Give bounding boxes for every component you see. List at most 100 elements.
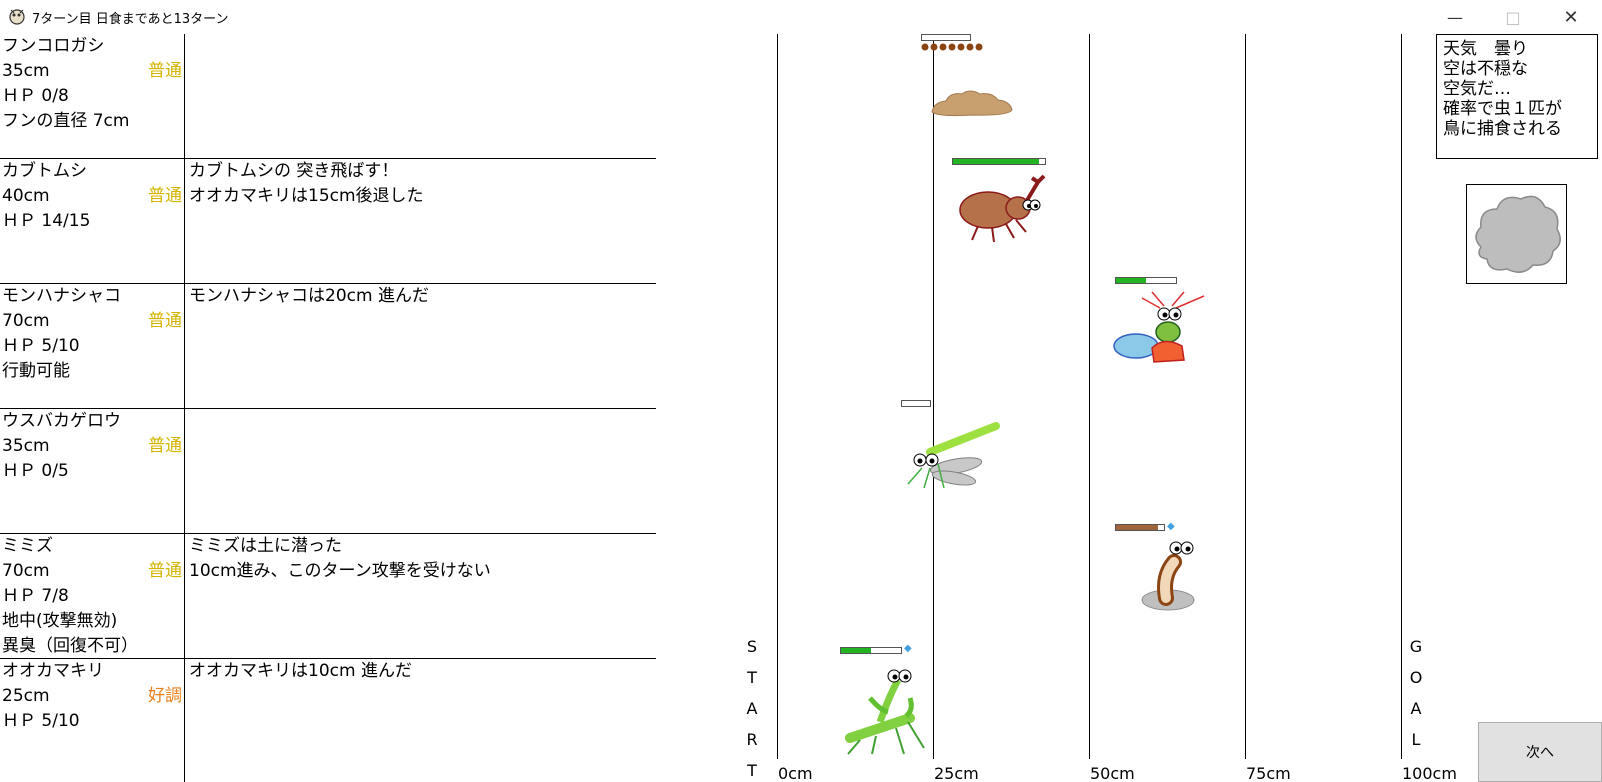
title-bar: 7ターン目 日食まであと13ターン — □ ✕ (0, 0, 1602, 34)
mantis-icon (845, 669, 925, 755)
insect-condition: 普通 (148, 311, 182, 331)
battle-log: ミミズは土に潜った 10cm進み、このターン攻撃を受けない (189, 534, 649, 584)
weather-desc: 空気だ… (1443, 79, 1511, 99)
insect-name: フンコロガシ (2, 36, 105, 56)
hp-fill (841, 648, 871, 653)
insect-condition: 普通 (148, 561, 182, 581)
insect-row-antlion: ウスバカゲロウ 35cm 普通 ＨＰ 0/5 (0, 409, 656, 534)
start-letter: R (746, 730, 758, 749)
weather-icon-box (1466, 184, 1567, 284)
tick-label: 100cm (1402, 764, 1457, 782)
weather-effect: 鳥に捕食される (1443, 119, 1562, 139)
dung-size-dots (921, 43, 983, 51)
insect-condition: 普通 (148, 61, 182, 81)
close-button[interactable]: ✕ (1563, 6, 1579, 28)
insect-condition: 普通 (148, 186, 182, 206)
track-line-75 (1245, 34, 1246, 759)
battle-log: オオカマキリは10cm 進んだ (189, 659, 649, 684)
tick-label: 50cm (1090, 764, 1135, 782)
insect-info: オオカマキリ 25cm 好調 ＨＰ 5/10 (0, 659, 185, 782)
minimize-button[interactable]: — (1447, 7, 1463, 27)
insect-row-dungbeetle: フンコロガシ 35cm 普通 ＨＰ 0/8 フンの直径 7cm (0, 34, 656, 159)
insect-row-mantisshrimp: モンハナシャコ 70cm 普通 ＨＰ 5/10 行動可能 モンハナシャコは20c… (0, 284, 656, 409)
insect-status: フンの直径 7cm (2, 111, 130, 131)
race-field: 0cm 25cm 50cm 75cm 100cm S T A R T G O A… (740, 34, 1460, 782)
hp-fill (953, 159, 1039, 164)
insect-condition: 好調 (148, 686, 182, 706)
app-icon (9, 9, 25, 25)
battle-log: モンハナシャコは20cm 進んだ (189, 284, 649, 309)
log-line: カブトムシの 突き飛ばす！ (189, 161, 399, 181)
antlion-icon (907, 422, 1000, 489)
tick-label: 75cm (1246, 764, 1291, 782)
battle-log: カブトムシの 突き飛ばす！ オオカマキリは15cm後退した (189, 159, 649, 209)
insect-name: モンハナシャコ (2, 286, 121, 306)
weather-panel: 天気 曇り 空は不穏な 空気だ… 確率で虫１匹が 鳥に捕食される (1436, 34, 1598, 159)
status-diamond-icon: ◆ (904, 643, 912, 654)
hp-bar-mantisshrimp (1115, 277, 1177, 284)
log-line: 10cm進み、このターン攻撃を受けない (189, 561, 491, 581)
mantis-shrimp-icon (1113, 291, 1205, 363)
window-title: 7ターン目 日食まであと13ターン (32, 12, 229, 27)
insect-position: 70cm (2, 561, 50, 581)
log-line: モンハナシャコは20cm 進んだ (189, 286, 429, 306)
status-diamond-icon: ◆ (1167, 521, 1175, 532)
tick-label: 25cm (934, 764, 979, 782)
insect-info: カブトムシ 40cm 普通 ＨＰ 14/15 (0, 159, 185, 283)
goal-letter: G (1409, 637, 1423, 656)
weather-effect: 確率で虫１匹が (1443, 99, 1562, 119)
insect-status: 地中(攻撃無効) (2, 611, 118, 631)
weather-desc: 空は不穏な (1443, 59, 1528, 79)
insect-position: 70cm (2, 311, 50, 331)
hp-fill (1116, 278, 1146, 283)
weather-label: 天気 曇り (1443, 39, 1528, 59)
hp-bar-beetle (952, 158, 1046, 165)
insect-position: 25cm (2, 686, 50, 706)
insect-status: 異臭（回復不可） (2, 636, 138, 656)
goal-letter: O (1409, 668, 1423, 687)
insect-hp: ＨＰ 14/15 (2, 211, 91, 231)
hp-bar-mantis (840, 647, 902, 654)
track-line-100 (1401, 34, 1402, 759)
log-line: オオカマキリは10cm 進んだ (189, 661, 412, 681)
log-line: ミミズは土に潜った (189, 536, 342, 556)
hp-bar-earthworm (1115, 524, 1165, 531)
start-letter: S (746, 637, 758, 656)
status-panel: フンコロガシ 35cm 普通 ＨＰ 0/8 フンの直径 7cm カブトムシ 40… (0, 34, 656, 782)
insect-position: 35cm (2, 436, 50, 456)
hp-bar-antlion (901, 400, 931, 407)
insect-hp: ＨＰ 0/8 (2, 86, 69, 106)
cloud-icon (1475, 195, 1561, 273)
insect-name: オオカマキリ (2, 661, 104, 681)
hp-bar-dungbeetle (921, 34, 971, 41)
beetle-icon (959, 174, 1046, 243)
tick-label: 0cm (778, 764, 813, 782)
log-line: オオカマキリは15cm後退した (189, 186, 424, 206)
insect-info: ミミズ 70cm 普通 ＨＰ 7/8 地中(攻撃無効) 異臭（回復不可） (0, 534, 185, 658)
insect-position: 40cm (2, 186, 50, 206)
insect-hp: ＨＰ 5/10 (2, 711, 80, 731)
track-line-50 (1089, 34, 1090, 759)
insect-hp: ＨＰ 7/8 (2, 586, 69, 606)
next-button[interactable]: 次へ (1478, 722, 1602, 782)
goal-letter: A (1410, 699, 1422, 718)
track-line-0 (777, 34, 778, 759)
dung-pile-icon (931, 90, 1013, 117)
track-line-25 (933, 34, 934, 759)
maximize-button[interactable]: □ (1505, 7, 1521, 27)
insect-hp: ＨＰ 0/5 (2, 461, 69, 481)
insect-name: ウスバカゲロウ (2, 411, 121, 431)
hp-fill (1116, 525, 1158, 530)
earthworm-icon (1141, 541, 1195, 611)
insect-name: カブトムシ (2, 161, 87, 181)
insect-info: ウスバカゲロウ 35cm 普通 ＨＰ 0/5 (0, 409, 185, 533)
insect-row-mantis: オオカマキリ 25cm 好調 ＨＰ 5/10 オオカマキリは10cm 進んだ (0, 659, 656, 782)
goal-letter: L (1411, 730, 1421, 749)
insect-status: 行動可能 (2, 361, 70, 381)
start-letter: T (747, 761, 757, 780)
start-letter: A (746, 699, 758, 718)
insect-row-earthworm: ミミズ 70cm 普通 ＨＰ 7/8 地中(攻撃無効) 異臭（回復不可） ミミズ… (0, 534, 656, 659)
insect-position: 35cm (2, 61, 50, 81)
insect-info: フンコロガシ 35cm 普通 ＨＰ 0/8 フンの直径 7cm (0, 34, 185, 158)
insect-row-beetle: カブトムシ 40cm 普通 ＨＰ 14/15 カブトムシの 突き飛ばす！ オオカ… (0, 159, 656, 284)
